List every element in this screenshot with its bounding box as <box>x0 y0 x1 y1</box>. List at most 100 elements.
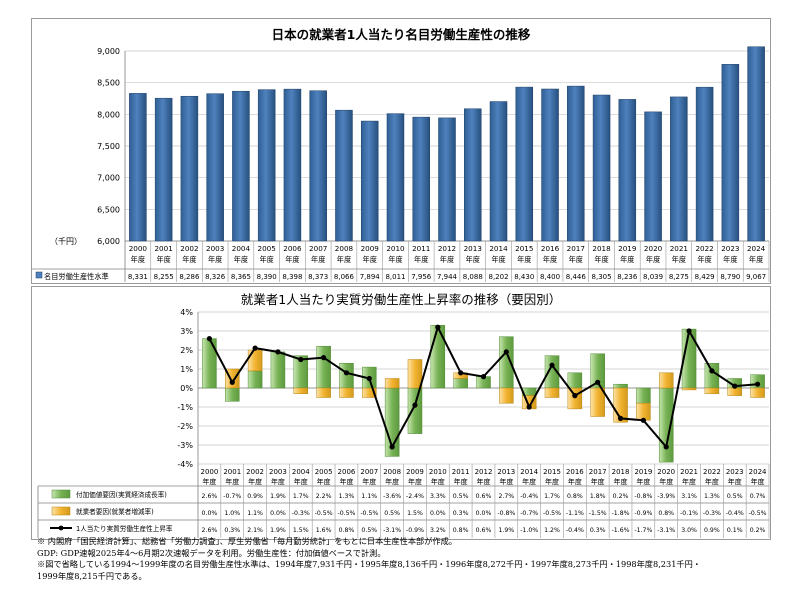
x-tick-label: 2001 <box>154 244 172 253</box>
growth-rate-point <box>640 417 646 423</box>
x-tick-label: 2007 <box>309 244 327 253</box>
x-tick-label-suffix: 年度 <box>388 255 402 264</box>
x-tick-label: 2000 <box>129 244 148 253</box>
data-label: 0.8% <box>339 527 355 534</box>
y-tick-label: -2% <box>177 422 193 431</box>
x-tick-label: 2012 <box>438 244 456 253</box>
y-tick-label: 8,500 <box>97 79 120 88</box>
x-tick-label: 2005 <box>315 468 333 476</box>
x-tick-label: 2006 <box>283 244 302 253</box>
x-tick-label: 2009 <box>406 468 424 476</box>
x-tick-label-suffix: 年度 <box>517 255 531 264</box>
bar <box>644 111 662 242</box>
data-label: 8,039 <box>643 273 663 281</box>
growth-rate-point <box>503 349 509 355</box>
bar <box>309 90 327 242</box>
real-productivity-growth-chart: 就業者1人当たり実質労働生産性上昇率の推移（要因別） 4% 3% 2% 1% 0% -1% -… <box>37 292 770 538</box>
chart-title: 日本の就業者1人当たり名目労働生産性の推移 <box>272 27 531 42</box>
factor-bar-value-added <box>704 363 720 389</box>
x-tick-label-suffix: 年度 <box>440 255 454 264</box>
x-tick-label: 2023 <box>721 244 739 253</box>
x-tick-label: 2015 <box>515 244 533 253</box>
data-label: -0.5% <box>337 510 355 517</box>
x-tick-label: 2017 <box>567 244 585 253</box>
growth-rate-point <box>754 381 761 387</box>
factor-bar-employment <box>658 372 674 389</box>
bar <box>360 120 379 242</box>
data-label: 8,236 <box>617 273 638 281</box>
factor-bar-value-added <box>430 325 446 389</box>
factor-bar-value-added <box>270 351 286 389</box>
x-tick-label: 2000 <box>201 468 219 476</box>
data-label: 7,944 <box>437 273 458 281</box>
data-label: 0.2% <box>613 493 629 500</box>
x-tick-label-suffix: 年度 <box>636 477 650 486</box>
real-productivity-growth-panel: 就業者1人当たり実質労働生産性上昇率の推移（要因別） 4% 3% 2% 1% 0% -1% -… <box>31 286 771 540</box>
data-label: -1.5% <box>589 510 607 517</box>
x-tick-label: 2004 <box>292 468 310 476</box>
y-tick-label: 7,500 <box>97 142 120 151</box>
x-tick-label-suffix: 年度 <box>646 255 660 264</box>
x-tick-label-suffix: 年度 <box>723 255 737 264</box>
x-tick-label-suffix: 年度 <box>248 477 262 486</box>
factor-bar-value-added <box>636 387 651 404</box>
data-label: 0.3% <box>453 510 469 517</box>
growth-rate-point <box>549 362 555 368</box>
bar <box>618 99 637 242</box>
x-tick-label-suffix: 年度 <box>311 255 325 264</box>
factor-bar-employment <box>362 387 377 398</box>
legend-swatch <box>35 271 43 279</box>
legend-label: 1人当たり実質労働生産性上昇率 <box>76 524 173 533</box>
factor-bar-value-added <box>567 372 583 389</box>
x-tick-label: 2007 <box>360 468 378 476</box>
data-label: 8,398 <box>282 273 302 281</box>
bar <box>721 64 740 242</box>
bar <box>335 109 353 242</box>
x-tick-label: 2006 <box>338 468 356 476</box>
factor-bar-value-added <box>225 387 240 402</box>
y-tick-label: -4% <box>177 460 193 469</box>
data-label: 8,326 <box>205 273 226 281</box>
data-label: 2.6% <box>202 493 218 500</box>
y-tick-label: 6,000 <box>97 237 120 246</box>
data-label: 0.1% <box>727 527 743 534</box>
data-label: -1.7% <box>634 527 652 534</box>
data-label: 7,956 <box>411 273 432 281</box>
x-tick-label: 2019 <box>618 244 637 253</box>
growth-rate-point <box>480 374 487 380</box>
note-line: ※図で省略している1994～1999年度の名目労働生産性水準は、1994年度7,… <box>37 559 701 569</box>
x-tick-label-suffix: 年度 <box>682 477 696 486</box>
data-label: 2.1% <box>247 527 263 534</box>
data-label: 0.0% <box>476 510 492 517</box>
bar <box>257 89 276 242</box>
factor-bar-employment <box>339 387 354 398</box>
x-tick-label-suffix: 年度 <box>182 255 196 264</box>
data-label: -0.7% <box>223 493 241 500</box>
data-label: 0.0% <box>430 510 446 517</box>
y-tick-label: 2% <box>180 346 193 355</box>
x-tick-label: 2011 <box>412 244 430 253</box>
x-tick-label-suffix: 年度 <box>225 477 239 486</box>
data-label: 8,365 <box>231 273 251 281</box>
bar <box>541 88 559 242</box>
data-label: -0.4% <box>566 527 584 534</box>
data-label: -0.5% <box>315 510 333 517</box>
growth-rate-point <box>206 336 213 342</box>
x-tick-label-suffix: 年度 <box>259 255 273 264</box>
legend-swatch <box>51 489 71 499</box>
x-tick-label: 2008 <box>383 468 401 476</box>
bar <box>592 94 611 242</box>
note-line: GDP: GDP速報2025年4～6月期2次速報データを利用。労働生産性：付加価… <box>37 547 386 558</box>
growth-rate-point <box>275 349 281 355</box>
bar <box>464 108 482 242</box>
x-tick-label: 2005 <box>258 244 276 253</box>
data-label: 0.5% <box>453 493 469 500</box>
growth-rate-point <box>412 402 418 408</box>
data-label: 1.5% <box>293 527 309 534</box>
legend-label: 名目労働生産性水準 <box>44 272 109 281</box>
x-tick-label-suffix: 年度 <box>414 255 428 264</box>
bar <box>489 101 508 242</box>
data-label: -1.8% <box>612 510 630 517</box>
x-tick-label: 2024 <box>747 244 766 253</box>
factor-bar-employment <box>499 387 514 404</box>
